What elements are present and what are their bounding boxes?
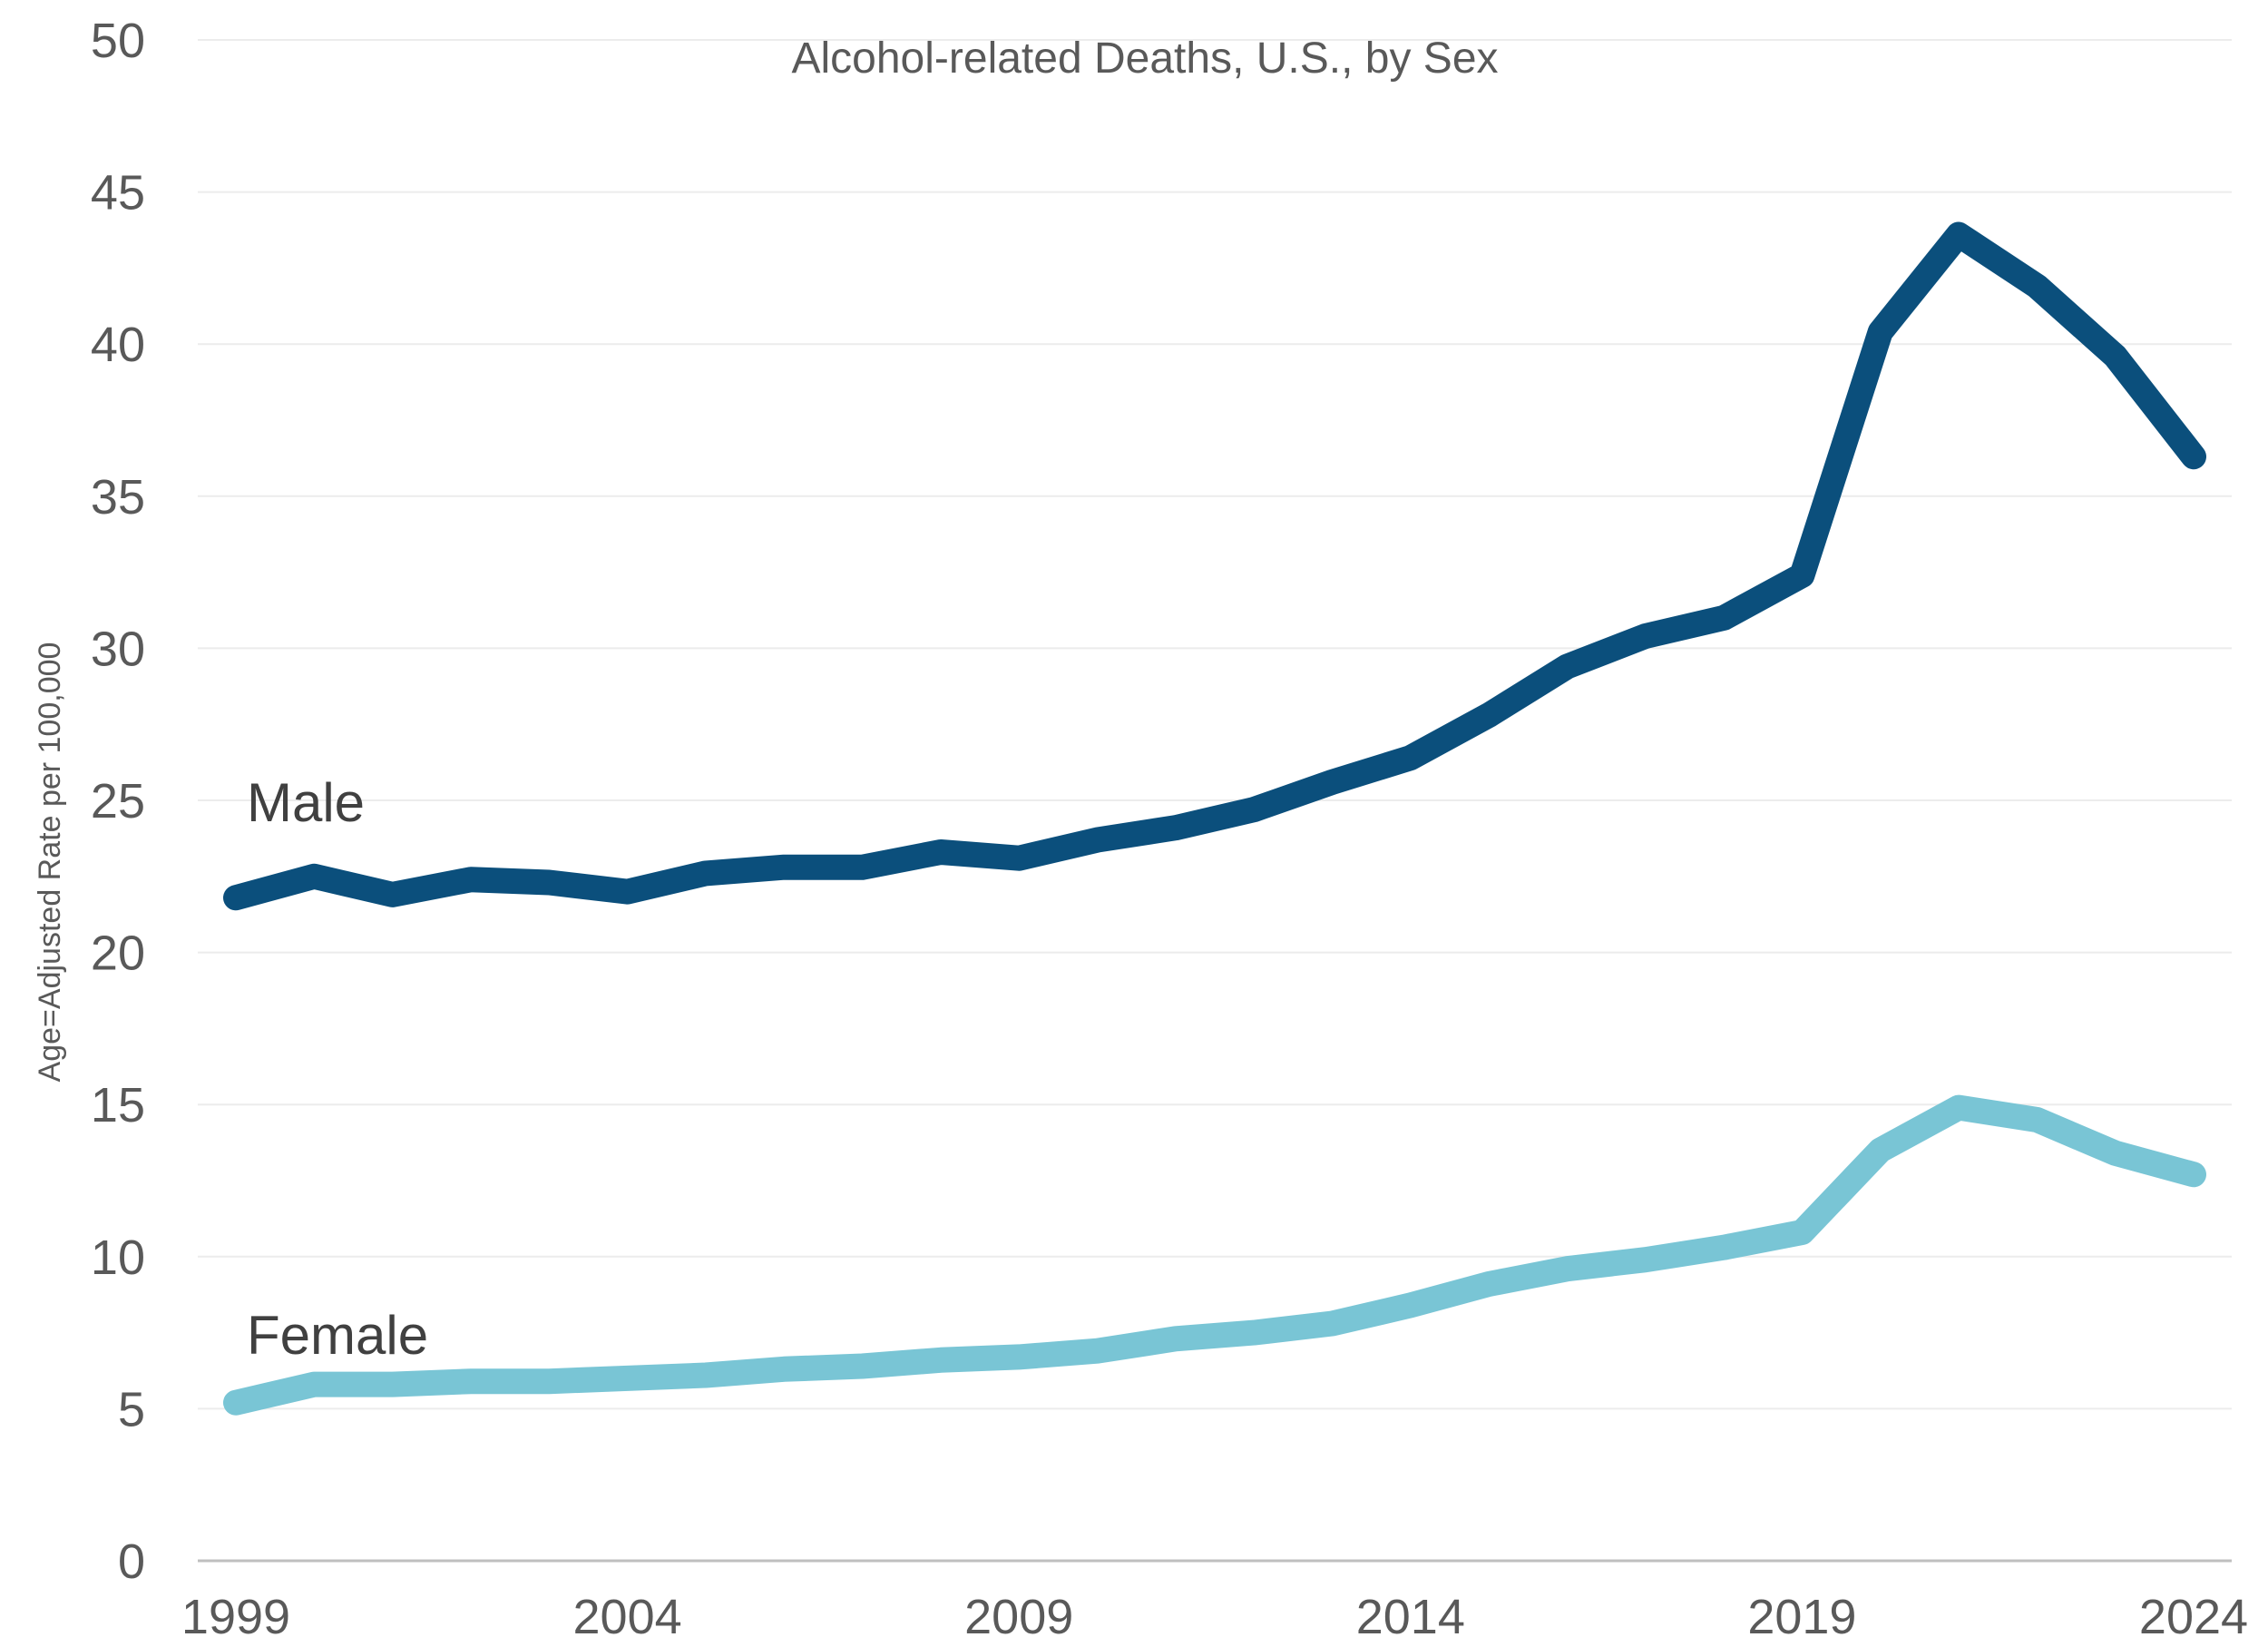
y-tick-label: 35 (91, 470, 145, 524)
series-label-male: Male (247, 772, 365, 833)
series-label-female: Female (247, 1305, 428, 1366)
x-tick-label: 2004 (573, 1590, 682, 1644)
y-tick-label: 50 (91, 14, 145, 68)
x-tick-label: 2014 (1356, 1590, 1465, 1644)
y-axis-label: Age=Adjusted Rate per 100,000 (33, 642, 67, 1083)
y-tick-label: 40 (91, 318, 145, 372)
y-tick-label: 0 (118, 1534, 145, 1589)
x-tick-labels: 1999 2004 2009 2014 2019 2024 (181, 1590, 2248, 1644)
y-tick-label: 10 (91, 1230, 145, 1285)
y-tick-label: 30 (91, 622, 145, 676)
y-tick-label: 5 (118, 1382, 145, 1436)
x-tick-label: 2024 (2139, 1590, 2248, 1644)
series-lines (223, 221, 2206, 1416)
series-line-female (223, 1094, 2206, 1416)
y-tick-label: 20 (91, 926, 145, 981)
y-tick-label: 25 (91, 774, 145, 828)
series-line-male (223, 221, 2206, 911)
chart-title: Alcohol-related Deaths, U.S., by Sex (791, 34, 1498, 83)
y-tick-label: 15 (91, 1078, 145, 1132)
gridlines (198, 39, 2232, 1563)
y-tick-label: 45 (91, 166, 145, 221)
y-tick-labels: 0 5 10 15 20 25 30 35 40 45 50 (91, 14, 145, 1589)
x-tick-label: 2009 (964, 1590, 1073, 1644)
x-tick-label: 1999 (181, 1590, 290, 1644)
x-tick-label: 2019 (1747, 1590, 1856, 1644)
